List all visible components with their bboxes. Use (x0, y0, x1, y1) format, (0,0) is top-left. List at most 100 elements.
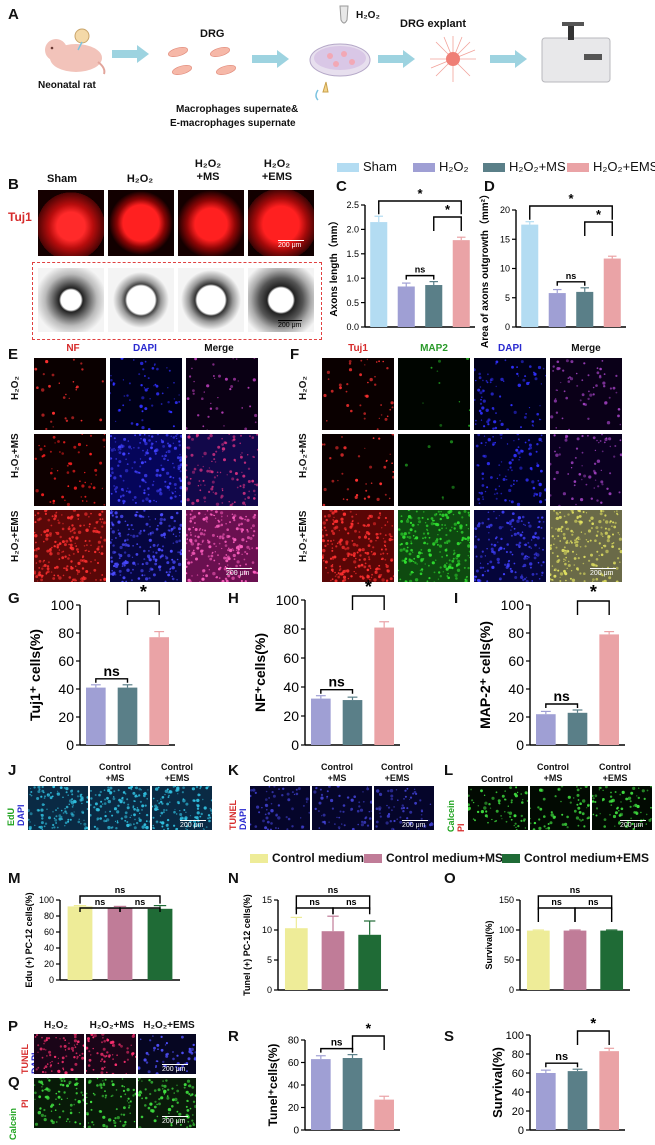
chart-I-sig-label-0: * (590, 582, 597, 602)
l-col-control-ms: Control +MS (537, 762, 569, 783)
b-row-label-tuj1: Tuj1 (8, 210, 32, 224)
l-scalebar: 200 μm (620, 820, 646, 829)
f-dapi-h2o2-ms (474, 434, 546, 506)
f-col-dapi: DAPI (498, 343, 522, 354)
chart-O-sig-label-1: ns (551, 897, 562, 907)
chart-N-bracket-1 (295, 907, 334, 915)
legend-label-control-ems: Control medium+EMS (524, 851, 650, 865)
chart-S-sig-label-0: * (590, 1015, 596, 1032)
chart-S-ylabel: Survival(%) (490, 1047, 505, 1118)
chart-r: 0 20 40 60 80 Tunel⁺cells(%) * ns (266, 1020, 400, 1137)
k-col-control-ms: Control +MS (321, 762, 353, 783)
f-col-merge: Merge (571, 343, 601, 354)
panel-label-d: D (484, 178, 495, 195)
chart-N-sig-label-2: ns (346, 897, 357, 907)
chart-M-ylabel: Edu (+) PC-12 cells(%) (24, 892, 34, 987)
b-inverted-h2o2 (108, 268, 174, 332)
f-col-tuj1: Tuj1 (348, 343, 368, 354)
panel-label-h: H (228, 590, 239, 607)
chart-R-bar-1 (342, 1058, 363, 1130)
panel-label-e: E (8, 346, 19, 363)
chart-M-sig-label-2: ns (135, 897, 146, 907)
e-merge-h2o2-ems: 200 μm (186, 510, 258, 582)
chart-C-tick-label: 0.0 (346, 322, 359, 332)
chart-R-tick-label: 60 (288, 1058, 300, 1069)
chart-D-tick-label: 15 (500, 234, 510, 244)
q-img-h2o2 (34, 1078, 84, 1128)
e-nf-h2o2 (34, 358, 106, 430)
chart-H-bar-0 (311, 698, 331, 745)
b-tuj1-h2o2-ems: 200 μm (248, 190, 314, 256)
flow-arrow-1 (112, 50, 138, 58)
chart-D-tick-label: 20 (500, 205, 510, 215)
k-scalebar: 200 μm (402, 820, 428, 829)
h2o2-tube-icon (338, 4, 350, 26)
b-col-sham: Sham (47, 173, 77, 185)
chart-C-bar-3 (452, 240, 470, 327)
chart-S-tick-label: 100 (506, 1030, 524, 1042)
chart-S-sig-label-1: ns (555, 1051, 568, 1063)
chart-R-bar-2 (374, 1099, 394, 1130)
p-img-h2o2-ms (86, 1034, 136, 1074)
chart-I-sig-label-1: ns (553, 688, 570, 704)
neonatal-rat-label: Neonatal rat (38, 80, 96, 91)
f-tuj1-h2o2-ems (322, 510, 394, 582)
chart-N-bracket-2 (332, 907, 371, 915)
legend-label-control-ms: Control medium+MS (386, 851, 504, 865)
chart-C-bracket-1 (433, 216, 462, 231)
panel-label-c: C (336, 178, 347, 195)
b-col-h2o2-ems: H₂O₂ +EMS (261, 158, 293, 183)
chart-C-sig-label-1: * (445, 202, 451, 217)
legend-label-h2o2: H₂O₂ (439, 159, 469, 174)
chart-M-sig-label-0: ns (115, 885, 126, 895)
chart-I-tick-label: 40 (508, 681, 524, 697)
panel-label-s: S (444, 1028, 455, 1045)
chart-I-bar-0 (536, 714, 556, 745)
drg-explant-label: DRG explant (400, 18, 467, 30)
chart-H-tick-label: 40 (283, 679, 299, 695)
f-dapi-h2o2-ems (474, 510, 546, 582)
chart-g: 0 20 40 60 80 100 Tuj1⁺ cells(%) * ns (27, 582, 175, 753)
chart-D-bar-2 (576, 291, 594, 327)
b-col-h2o2: H₂O₂ (126, 173, 154, 185)
f-map2-h2o2-ems (398, 510, 470, 582)
chart-C-ylabel: Axons length（mm） (327, 215, 340, 316)
f-col-map2: MAP2 (420, 343, 448, 354)
j-img-control-ms (90, 786, 150, 830)
panel-label-o: O (444, 870, 456, 887)
flow-arrow-1-head (137, 45, 149, 63)
q-img-h2o2-ms (86, 1078, 136, 1128)
panel-label-r: R (228, 1028, 239, 1045)
pq-col-h2o2-ems: H₂O₂+EMS (143, 1020, 195, 1031)
chart-M-tick-label: 60 (44, 927, 54, 937)
chart-G-bracket-0 (126, 600, 160, 615)
chart-H-bracket-1 (320, 689, 354, 694)
chart-R-bar-0 (311, 1059, 331, 1130)
dropper-icon (314, 80, 330, 104)
b-tuj1-sham (38, 190, 104, 256)
chart-I-tick-label: 60 (508, 653, 524, 669)
e-merge-h2o2-ms (186, 434, 258, 506)
chart-M-bar-0 (67, 906, 93, 980)
l-col-control-ems: Control +EMS (599, 762, 631, 783)
e-scalebar: 200 μm (226, 568, 252, 577)
chart-N-sig-label-1: ns (309, 897, 320, 907)
k-img-control-ems: 200 μm (374, 786, 434, 830)
chart-H-bar-1 (342, 700, 363, 745)
chart-D-tick-label: 5 (505, 293, 510, 303)
l-col-control: Control (481, 774, 513, 784)
chart-C-sig-label-0: * (417, 186, 423, 201)
chart-D-ylabel: Area of axons outgrowth（mm²） (478, 189, 491, 348)
chart-C-bar-0 (370, 222, 388, 327)
chart-D-bar-1 (548, 293, 566, 327)
chart-S-bracket-0 (576, 1030, 610, 1045)
chart-M-tick-label: 40 (44, 943, 54, 953)
chart-S-tick-label: 80 (512, 1049, 524, 1061)
f-merge-h2o2-ems: 200 μm (550, 510, 622, 582)
b-scalebar-bottom: 200 μm (278, 320, 302, 329)
legend-label-h2o2-ms: H₂O₂+MS (509, 159, 566, 174)
panel-label-k: K (228, 762, 239, 779)
chart-G-tick-label: 60 (58, 653, 74, 669)
